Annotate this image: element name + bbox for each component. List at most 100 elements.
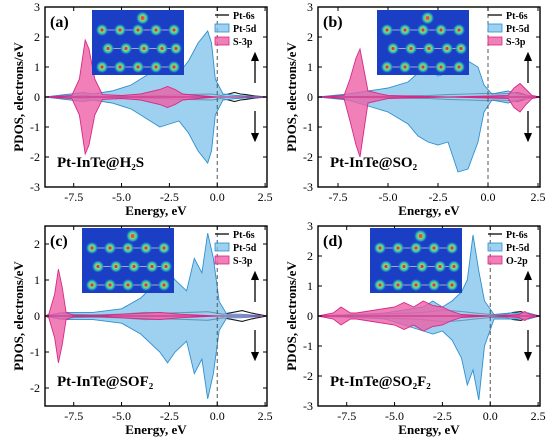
system-label: Pt-InTe@SO₂F₂	[330, 374, 431, 390]
x-axis-title: Energy, eV	[125, 422, 187, 437]
y-tick-label: -1	[30, 345, 40, 359]
atom-core	[142, 46, 146, 51]
x-tick-label: 0.0	[210, 409, 225, 423]
atom-core	[427, 46, 431, 51]
legend-swatch	[214, 36, 230, 46]
series-pt-5d-down	[44, 315, 268, 399]
atom-core	[414, 246, 418, 250]
atom-core	[414, 283, 418, 287]
x-tick-label: -5.0	[385, 409, 404, 423]
x-tick-label: -2.5	[160, 190, 179, 204]
x-tick-label: 0.0	[483, 409, 498, 423]
y-tick-label: -2	[30, 150, 40, 164]
atom-core	[106, 46, 110, 51]
x-tick-label: -5.0	[379, 190, 398, 204]
atom-core	[396, 283, 400, 287]
charge-density-inset	[92, 10, 184, 75]
legend-swatch	[214, 23, 230, 33]
y-tick-label: 2	[307, 249, 313, 263]
system-label: Pt-InTe@SO₂	[330, 155, 418, 171]
legend-swatch	[487, 23, 503, 33]
atom-core	[384, 264, 388, 269]
atom-core	[150, 264, 154, 269]
atom-core	[162, 283, 166, 287]
spin-down-arrowhead	[251, 351, 259, 362]
legend-label: S-3p	[233, 37, 253, 48]
panel-label: (c)	[50, 233, 68, 250]
atom-core	[438, 264, 442, 269]
legend-label: Pt-5d	[233, 243, 257, 254]
y-tick-label: 1	[307, 60, 313, 74]
atom-core	[378, 246, 382, 250]
atom-core	[174, 46, 178, 51]
atom-core	[160, 46, 164, 51]
legend-label: O-2p	[506, 256, 528, 267]
x-tick-label: -7.5	[337, 409, 356, 423]
atom-core	[432, 283, 436, 287]
legend-label: Pt-5d	[506, 243, 530, 254]
x-tick-label: 2.5	[258, 409, 273, 423]
y-axis-title: PDOS, electrons/eV	[284, 42, 299, 152]
y-tick-label: 1	[34, 60, 40, 74]
y-tick-label: -1	[303, 120, 313, 134]
atom-core	[124, 46, 128, 51]
y-tick-label: 2	[34, 30, 40, 44]
atom-core	[403, 65, 407, 69]
y-tick-label: 3	[34, 0, 40, 14]
charge-density-inset	[82, 228, 174, 293]
atom-core	[118, 28, 122, 32]
y-tick-label: -3	[30, 180, 40, 194]
legend-label: Pt-5d	[233, 24, 257, 35]
atom-core	[118, 65, 122, 69]
x-tick-label: -7.5	[64, 409, 83, 423]
atom-core	[164, 264, 168, 269]
legend-swatch	[487, 242, 503, 252]
atom-core	[136, 28, 140, 32]
y-axis-title: PDOS, electrons/eV	[11, 42, 26, 152]
series-s-3p-down	[44, 315, 267, 363]
atom-core	[100, 28, 104, 32]
spin-up-arrowhead	[251, 51, 259, 62]
spin-down-arrowhead	[251, 132, 259, 143]
series-o-2p-down	[317, 315, 541, 332]
legend-label: Pt-6s	[506, 230, 528, 241]
atom-core	[172, 28, 176, 32]
spin-up-arrowhead	[524, 270, 532, 281]
x-tick-label: 0.0	[210, 190, 225, 204]
series-s-3p-down	[317, 96, 541, 158]
atom-core	[452, 264, 456, 269]
panel-label: (b)	[323, 14, 343, 31]
x-tick-label: -2.5	[433, 409, 452, 423]
panel-b: -7.5 -5.0 -2.5 0.0 2.5 -3 -2 -1 0 1 2 3 Energy, eV PD…	[284, 0, 546, 218]
atom-core	[421, 28, 425, 32]
series-pt-5d-up	[44, 233, 268, 317]
system-label: Pt-InTe@H₂S	[57, 155, 144, 171]
atom-core	[450, 283, 454, 287]
y-axis-title: PDOS, electrons/eV	[284, 261, 299, 371]
y-tick-label: 2	[34, 237, 40, 251]
legend-swatch	[214, 255, 230, 265]
legend-label: Pt-6s	[506, 11, 528, 22]
molecule-atom	[418, 234, 423, 238]
legend-label: Pt-5d	[506, 24, 530, 35]
atom-core	[445, 46, 449, 51]
atom-core	[96, 264, 100, 269]
panel-d: -7.5 -5.0 -2.5 0.0 2.5 -3 -2 -1 0 1 2 3 Energy, eV PD…	[284, 219, 546, 437]
molecule-atom	[425, 16, 430, 20]
legend-label: S-3p	[506, 37, 526, 48]
atom-core	[144, 283, 148, 287]
atom-core	[172, 65, 176, 69]
legend-swatch	[487, 255, 503, 265]
x-tick-label: -2.5	[429, 190, 448, 204]
atom-core	[90, 283, 94, 287]
atom-core	[108, 283, 112, 287]
y-tick-label: -2	[303, 150, 313, 164]
atom-core	[144, 246, 148, 250]
y-tick-label: 2	[307, 30, 313, 44]
atom-core	[136, 65, 140, 69]
legend-label: Pt-6s	[233, 230, 255, 241]
atom-core	[100, 65, 104, 69]
legend-swatch	[214, 242, 230, 252]
y-tick-label: 1	[34, 273, 40, 287]
